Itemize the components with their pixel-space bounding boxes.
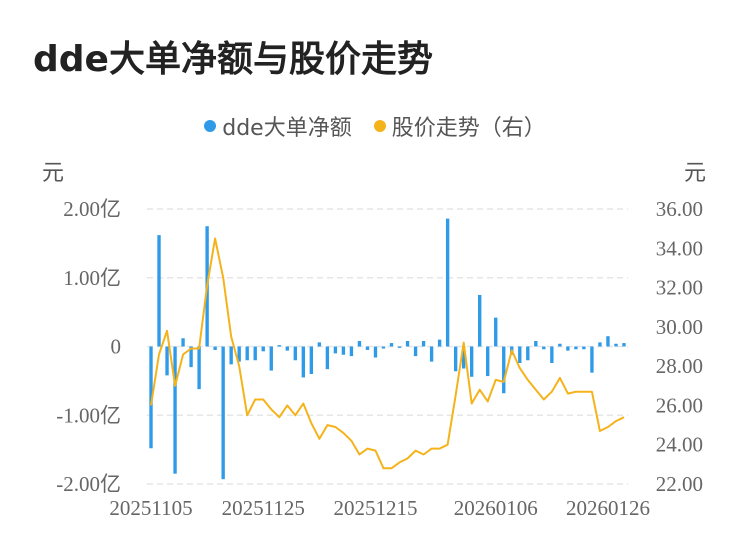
legend-dot-bar-icon — [204, 120, 217, 132]
bar — [413, 346, 418, 357]
bar — [253, 346, 257, 361]
bar — [349, 346, 354, 357]
y-tick-right: 24.00 — [656, 433, 703, 457]
legend-label-dde: dde大单净额 — [222, 116, 352, 141]
bar — [261, 346, 265, 352]
y-tick-right: 22.00 — [656, 472, 703, 496]
bar — [165, 346, 169, 376]
legend-label-price: 股价走势（右） — [391, 116, 546, 141]
bar — [534, 341, 538, 347]
y-tick-left: -1.00亿 — [56, 403, 121, 427]
bar — [269, 346, 273, 371]
y-tick-right: 28.00 — [656, 354, 703, 378]
bar — [397, 346, 402, 348]
bar — [445, 218, 450, 347]
bar — [614, 343, 618, 347]
legend-dot-line-icon — [373, 120, 386, 132]
bar — [461, 346, 466, 369]
bar — [317, 342, 322, 347]
bar — [518, 346, 522, 363]
bar — [542, 346, 546, 350]
x-tick: 20251215 — [333, 496, 417, 520]
left-axis-unit: 元 — [42, 161, 65, 186]
bar — [453, 346, 458, 372]
bar — [526, 346, 530, 361]
bar — [566, 346, 570, 351]
bar — [421, 341, 426, 347]
bar — [189, 346, 193, 368]
legend: dde大单净额 股价走势（右） — [0, 110, 750, 142]
y-tick-right: 30.00 — [656, 315, 703, 339]
y-tick-right: 34.00 — [656, 236, 703, 260]
bar — [293, 346, 297, 361]
price-line — [150, 237, 625, 470]
bar — [181, 338, 185, 347]
bar — [478, 294, 482, 347]
y-tick-right: 26.00 — [656, 393, 703, 417]
x-tick: 20260126 — [566, 496, 650, 520]
bar — [606, 336, 610, 347]
legend-item-price[interactable]: 股价走势（右） — [373, 110, 546, 142]
y-tick-left: 0 — [111, 335, 122, 359]
bar — [213, 346, 217, 350]
bar — [582, 346, 586, 350]
x-tick: 20251125 — [222, 496, 305, 520]
y-tick-left: 2.00亿 — [63, 197, 121, 221]
x-tick: 20260106 — [454, 496, 538, 520]
y-tick-right: 32.00 — [656, 276, 703, 300]
bar — [486, 346, 490, 377]
bar — [574, 346, 578, 350]
bar — [229, 346, 233, 365]
bar — [365, 346, 370, 350]
bar — [550, 346, 554, 363]
bar — [277, 345, 281, 347]
bar — [558, 343, 562, 347]
bar — [325, 346, 330, 370]
bar — [622, 343, 626, 347]
bar — [437, 339, 442, 347]
bar — [149, 346, 153, 449]
bar — [173, 346, 177, 474]
bar — [389, 343, 394, 347]
bar — [157, 235, 161, 347]
bar — [357, 341, 362, 347]
y-tick-right: 36.00 — [656, 197, 703, 221]
bar — [237, 346, 241, 362]
bar — [197, 346, 201, 390]
bar — [333, 346, 338, 354]
y-tick-left: 1.00亿 — [63, 266, 121, 290]
y-tick-left: -2.00亿 — [56, 472, 121, 496]
right-axis-unit: 元 — [684, 161, 707, 186]
bar — [245, 346, 249, 361]
bar — [429, 346, 434, 362]
bar — [590, 346, 594, 373]
chart-title: dde大单净额与股价走势 — [33, 39, 433, 80]
bar — [494, 317, 498, 347]
bar — [221, 346, 225, 480]
bar — [285, 346, 289, 351]
bar — [502, 346, 506, 394]
bar — [301, 346, 306, 378]
bar — [598, 342, 602, 347]
x-tick: 20251105 — [109, 496, 192, 520]
bar — [405, 341, 410, 347]
bar — [341, 346, 346, 355]
bar — [381, 346, 386, 349]
legend-item-dde[interactable]: dde大单净额 — [204, 110, 352, 142]
bar — [373, 346, 378, 358]
bar — [309, 346, 314, 374]
bar — [469, 346, 474, 377]
